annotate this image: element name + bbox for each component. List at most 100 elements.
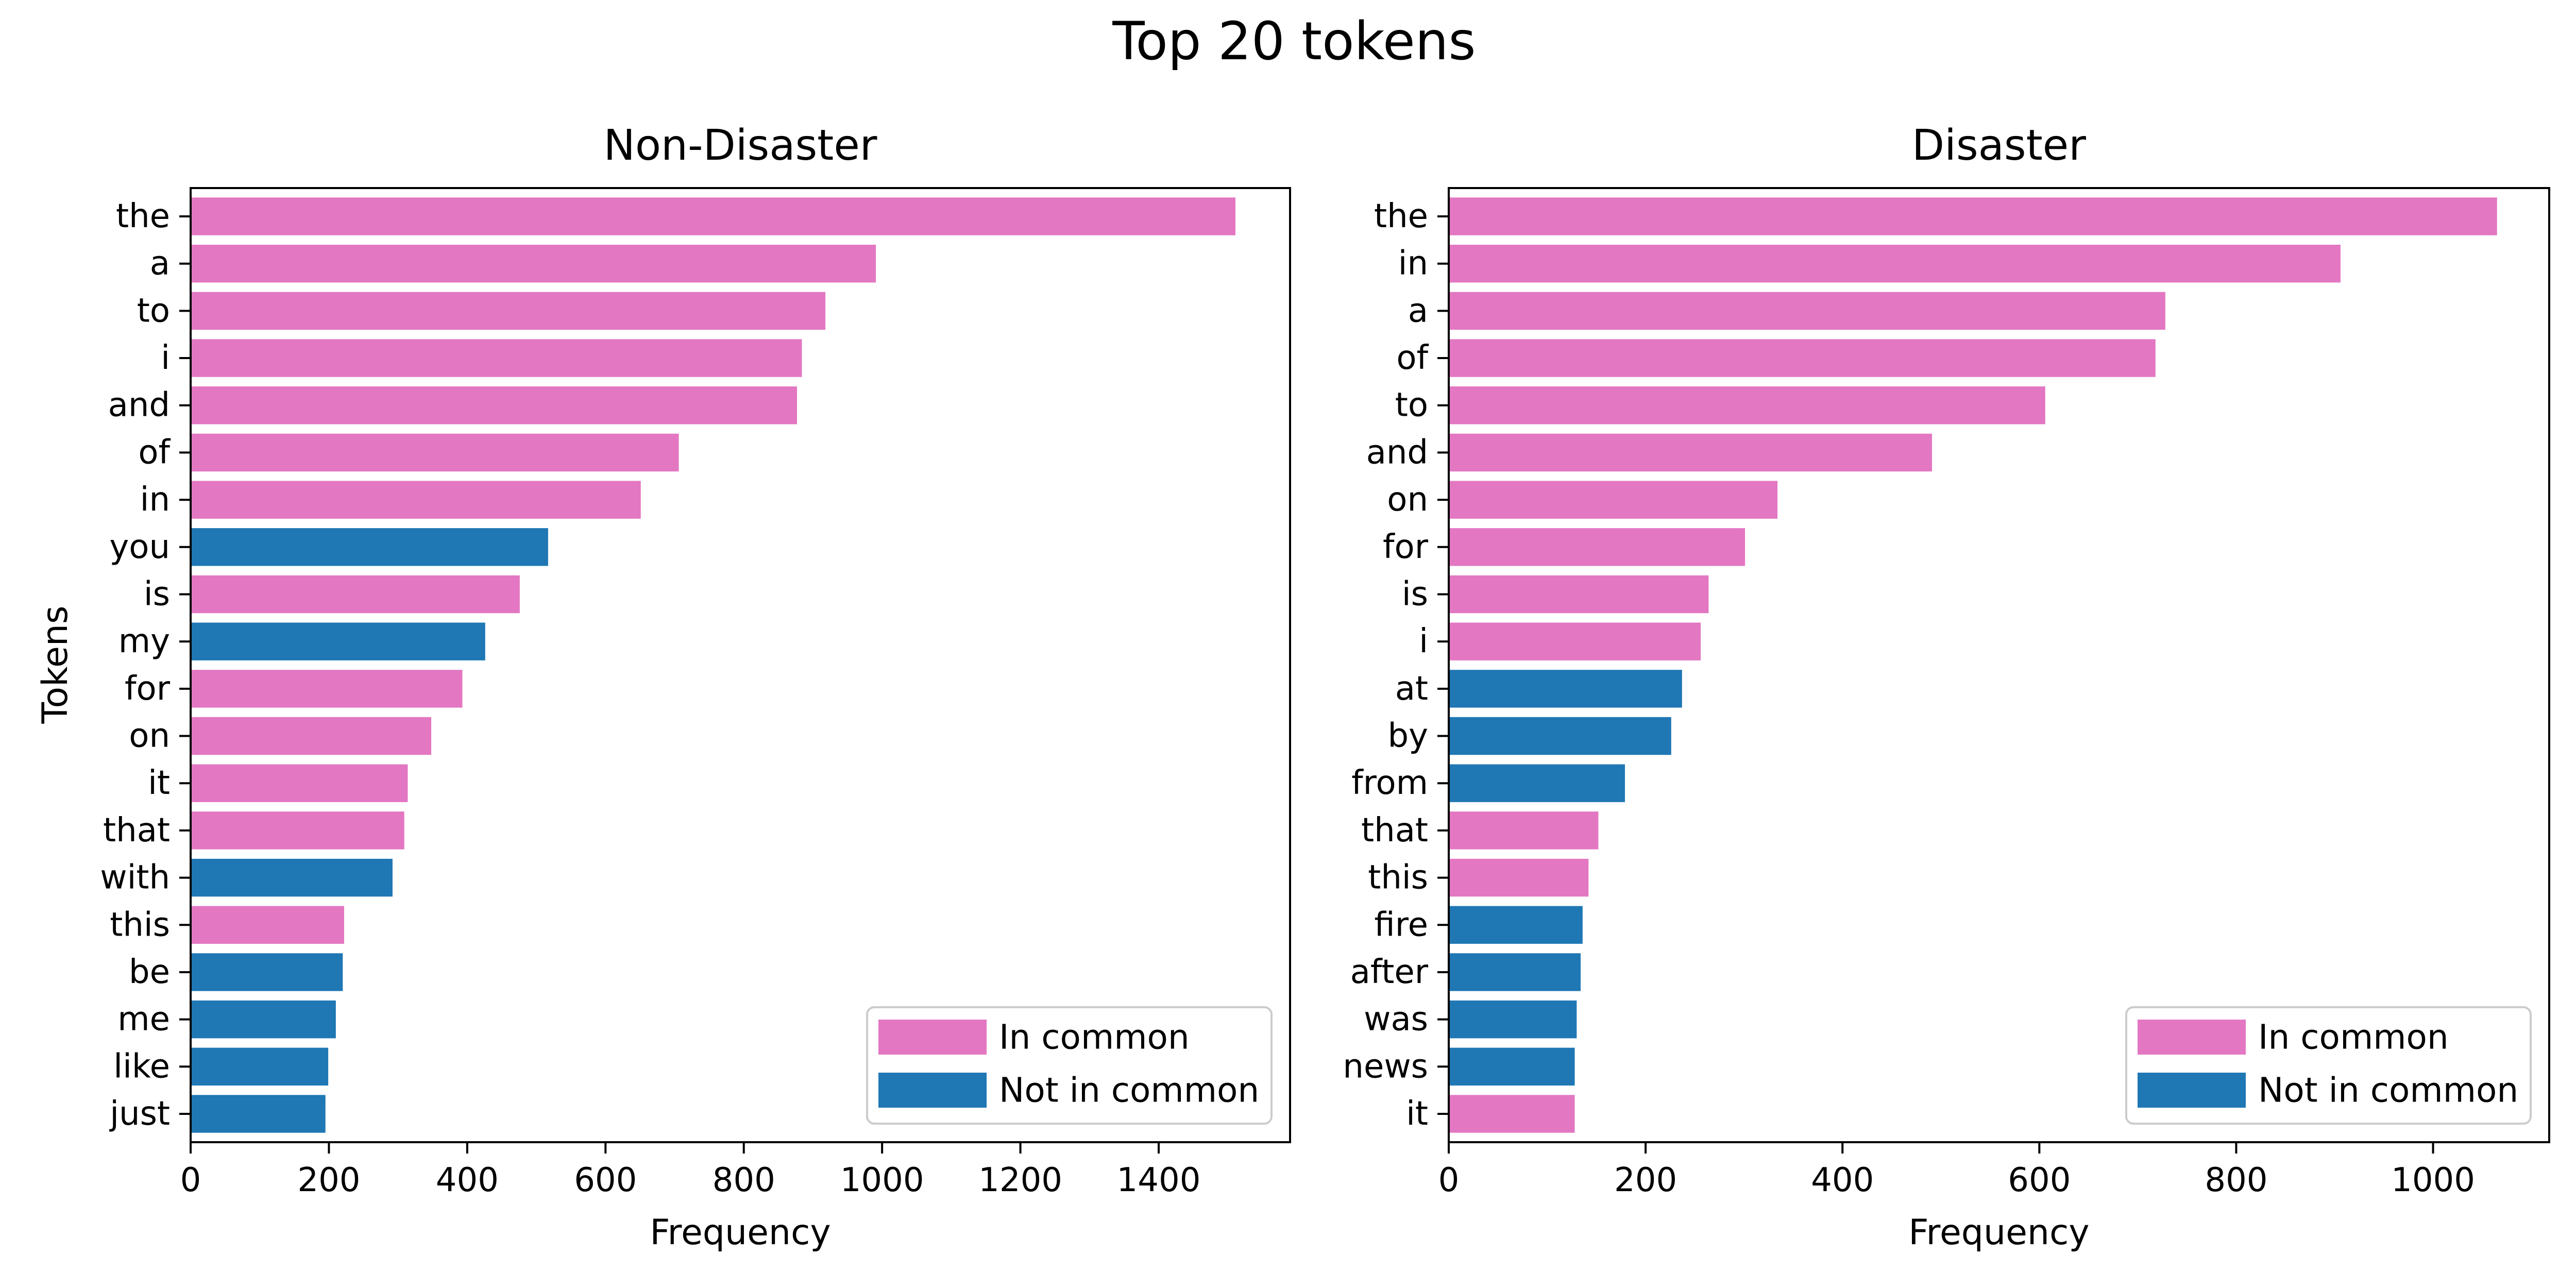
bar-non-disaster-this (191, 906, 344, 944)
bar-disaster-the (1449, 197, 2497, 235)
chart-disaster: Disaster Frequency the in a of to and on for is i… (1343, 121, 2550, 1253)
bar-disaster-for (1449, 528, 1745, 566)
bar-disaster-after (1449, 953, 1581, 991)
bar-non-disaster-i (191, 339, 802, 377)
ytick-label-disaster: it (1406, 1095, 1428, 1133)
ytick-label-non-disaster: be (129, 953, 170, 991)
bar-disaster-i (1449, 622, 1701, 660)
ytick-label-disaster: is (1402, 575, 1428, 613)
ytick-label-non-disaster: me (117, 1001, 170, 1039)
chart-non-disaster-ylabel: Tokens (35, 606, 76, 724)
legend-label: In common (2258, 1018, 2449, 1057)
ytick-label-non-disaster: just (109, 1095, 170, 1133)
bar-disaster-is (1449, 575, 1709, 614)
legend-non-disaster: In common Not in common (866, 1006, 1273, 1125)
bar-disaster-this (1449, 858, 1589, 897)
legend-disaster: In common Not in common (2125, 1006, 2532, 1125)
bar-non-disaster-that (191, 811, 404, 850)
bar-non-disaster-my (191, 622, 485, 660)
legend-swatch (878, 1073, 987, 1108)
xtick-label-non-disaster: 0 (180, 1161, 201, 1199)
xtick-label-non-disaster: 200 (297, 1161, 360, 1199)
axes-frame-non-disaster (190, 187, 1291, 1143)
bar-non-disaster-just (191, 1095, 326, 1133)
figure-title: Top 20 tokens (1112, 11, 1476, 72)
bar-non-disaster-is (191, 575, 520, 614)
ytick-label-disaster: to (1395, 386, 1428, 425)
xtick-label-disaster: 1000 (2391, 1161, 2475, 1199)
ytick-label-non-disaster: a (150, 245, 170, 283)
xtick-label-disaster: 0 (1438, 1161, 1460, 1199)
ytick-label-non-disaster: in (140, 481, 170, 519)
ytick-label-disaster: at (1395, 670, 1428, 708)
bar-disaster-was (1449, 1000, 1577, 1039)
xtick-label-non-disaster: 800 (713, 1161, 775, 1199)
bar-disaster-on (1449, 481, 1778, 519)
ytick-label-non-disaster: with (100, 859, 170, 897)
ytick-label-non-disaster: i (161, 339, 170, 377)
bar-non-disaster-with (191, 858, 393, 897)
ytick-label-disaster: fire (1374, 906, 1428, 944)
bar-non-disaster-me (191, 1000, 336, 1039)
chart-non-disaster-title: Non-Disaster (604, 121, 877, 170)
bar-disaster-that (1449, 811, 1599, 850)
ytick-label-non-disaster: to (137, 292, 170, 330)
ytick-label-disaster: from (1351, 764, 1428, 802)
bar-non-disaster-of (191, 433, 679, 472)
ytick-label-non-disaster: my (118, 622, 170, 660)
bar-disaster-at (1449, 670, 1682, 708)
legend-swatch (2138, 1020, 2246, 1055)
legend-label: In common (999, 1018, 1190, 1057)
bar-disaster-of (1449, 339, 2156, 377)
bar-disaster-from (1449, 764, 1625, 802)
xtick-label-disaster: 600 (2008, 1161, 2071, 1199)
xtick-label-disaster: 200 (1614, 1161, 1677, 1199)
bar-disaster-news (1449, 1047, 1575, 1086)
ytick-label-disaster: for (1383, 528, 1429, 566)
xtick-label-non-disaster: 1000 (840, 1161, 924, 1199)
chart-non-disaster-xlabel: Frequency (650, 1212, 831, 1253)
chart-non-disaster: Non-Disaster Frequency Tokens the a to i and… (35, 121, 1291, 1253)
ytick-label-disaster: of (1396, 339, 1429, 377)
bar-non-disaster-you (191, 528, 548, 566)
ytick-label-non-disaster: it (148, 764, 170, 802)
legend-swatch (2138, 1073, 2246, 1108)
ytick-label-non-disaster: like (113, 1047, 170, 1086)
chart-disaster-xlabel: Frequency (1908, 1212, 2089, 1253)
bar-non-disaster-on (191, 717, 432, 755)
ytick-label-non-disaster: this (110, 906, 170, 944)
ytick-label-non-disaster: of (138, 433, 171, 471)
ytick-label-disaster: on (1387, 481, 1428, 519)
bar-non-disaster-a (191, 245, 876, 283)
ytick-label-non-disaster: and (108, 386, 170, 425)
bar-disaster-it (1449, 1095, 1575, 1133)
ytick-label-non-disaster: that (103, 811, 170, 850)
ytick-label-disaster: the (1374, 197, 1428, 235)
chart-disaster-title: Disaster (1912, 121, 2086, 170)
ytick-label-disaster: in (1398, 245, 1428, 283)
bar-disaster-in (1449, 245, 2341, 283)
xtick-label-non-disaster: 1200 (978, 1161, 1062, 1199)
ytick-label-disaster: a (1408, 292, 1428, 330)
bar-non-disaster-and (191, 386, 798, 425)
xtick-label-disaster: 800 (2205, 1161, 2267, 1199)
bar-non-disaster-to (191, 292, 826, 330)
xtick-label-non-disaster: 600 (574, 1161, 637, 1199)
ytick-label-disaster: was (1364, 1001, 1428, 1039)
legend-label: Not in common (999, 1071, 1259, 1110)
xtick-label-disaster: 400 (1811, 1161, 1874, 1199)
ytick-label-non-disaster: on (129, 717, 170, 755)
bar-disaster-to (1449, 386, 2045, 425)
legend-label: Not in common (2258, 1071, 2518, 1110)
ytick-label-disaster: and (1366, 433, 1428, 471)
bar-non-disaster-for (191, 670, 463, 708)
bar-disaster-by (1449, 717, 1671, 755)
bar-disaster-and (1449, 433, 1933, 472)
ytick-label-non-disaster: is (144, 575, 170, 613)
ytick-label-disaster: news (1343, 1047, 1428, 1086)
ytick-label-disaster: after (1350, 953, 1429, 991)
xtick-label-non-disaster: 1400 (1117, 1161, 1201, 1199)
bar-non-disaster-like (191, 1047, 329, 1086)
ytick-label-disaster: this (1368, 859, 1428, 897)
